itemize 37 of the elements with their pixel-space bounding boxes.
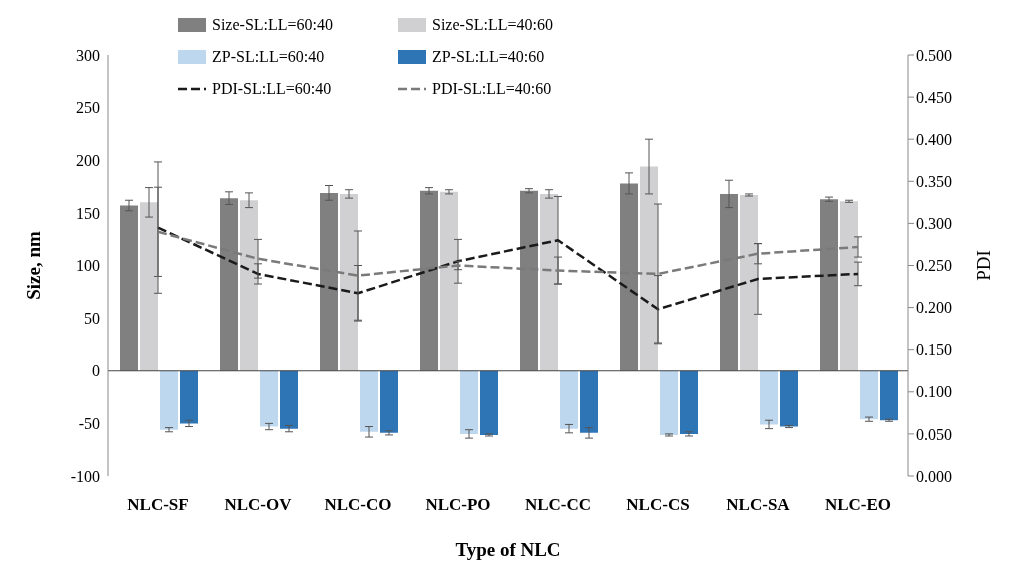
x-tick-label: NLC-CC — [524, 495, 592, 515]
y-tick-label: 100 — [76, 257, 100, 275]
x-axis-title: Type of NLC — [455, 539, 561, 560]
y-tick-label: 200 — [76, 151, 100, 169]
y2-tick-label: 0.200 — [916, 299, 952, 317]
y2-tick-label: 0.500 — [916, 46, 952, 64]
y-tick-label: 250 — [76, 99, 100, 117]
y2-tick-label: 0.250 — [916, 257, 952, 275]
y-tick-label: 150 — [76, 204, 100, 222]
y2-tick-label: 0.100 — [916, 383, 952, 401]
x-tick-label: NLC-CS — [626, 495, 690, 515]
y-tick-label: 50 — [84, 309, 100, 327]
y2-tick-label: 0.000 — [916, 467, 952, 485]
y2-tick-label: 0.350 — [916, 172, 952, 190]
x-tick-label: NLC-OV — [224, 495, 293, 515]
y-tick-label: -50 — [78, 415, 100, 433]
y-tick-label: -100 — [70, 467, 100, 485]
x-tick-label: NLC-CO — [324, 495, 392, 515]
legend-label: ZP-SL:LL=40:60 — [432, 48, 545, 66]
y-axis-title: Size, nm — [22, 231, 44, 300]
x-tick-label: NLC-PO — [425, 495, 491, 515]
y-tick-label: 300 — [76, 46, 100, 64]
y2-tick-label: 0.400 — [916, 130, 952, 148]
x-tick-label: NLC-SA — [726, 495, 791, 515]
y2-tick-label: 0.300 — [916, 215, 952, 233]
y2-tick-label: 0.150 — [916, 341, 952, 359]
legend-label: ZP-SL:LL=60:40 — [212, 48, 325, 66]
legend-label: PDI-SL:LL=40:60 — [432, 80, 552, 98]
y2-tick-label: 0.050 — [916, 425, 952, 443]
legend-label: Size-SL:LL=60:40 — [212, 16, 334, 34]
y2-tick-label: 0.450 — [916, 88, 952, 106]
x-tick-label: NLC-EO — [824, 495, 892, 515]
legend-label: PDI-SL:LL=60:40 — [212, 80, 332, 98]
x-tick-label: NLC-SF — [127, 495, 189, 515]
y-tick-label: 0 — [92, 362, 100, 380]
y2-axis-title: PDI — [972, 250, 994, 281]
legend-label: Size-SL:LL=40:60 — [432, 16, 554, 34]
